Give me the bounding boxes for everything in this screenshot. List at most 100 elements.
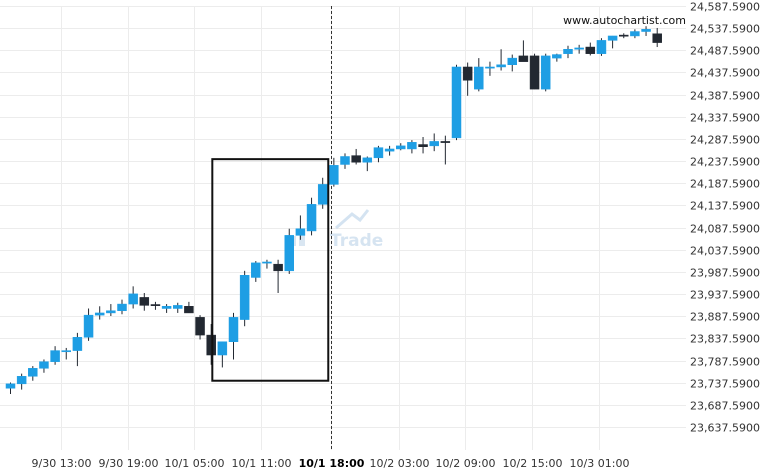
candle: [507, 54, 517, 72]
candle: [462, 62, 473, 96]
candle-body-bearish: [273, 263, 283, 272]
candle: [329, 157, 339, 187]
candle-body-bullish: [641, 29, 651, 32]
candle-body-bullish: [507, 57, 517, 66]
x-axis-labels: 9/30 13:00 9/30 19:00 10/1 05:00 10/1 11:00…: [32, 457, 630, 470]
candle-body-bullish: [563, 48, 573, 54]
candle-body-bearish: [462, 66, 473, 81]
candle: [228, 312, 239, 360]
candle-body-bullish: [161, 306, 172, 309]
x-tick-label: 10/1 11:00: [232, 457, 292, 470]
x-tick-label: 10/3 01:00: [570, 457, 630, 470]
candle-body-bullish: [117, 303, 127, 311]
y-tick-label: 24,137.5900: [690, 200, 760, 213]
candle-body-bullish: [540, 55, 551, 90]
candle-body-bearish: [195, 317, 205, 336]
candle: [607, 35, 618, 49]
candle: [28, 366, 38, 381]
candle-body-bullish: [217, 341, 228, 356]
candle-body-bullish: [630, 31, 640, 37]
candle-body-bearish: [184, 306, 194, 314]
y-tick-label: 23,687.5900: [690, 400, 760, 413]
candle-body-bullish: [340, 156, 350, 165]
candle: [262, 259, 272, 269]
candle: [128, 286, 138, 309]
candle: [351, 148, 361, 165]
candle-body-bullish: [284, 235, 294, 272]
y-tick-label: 24,037.5900: [690, 245, 760, 258]
candle: [440, 135, 451, 165]
candle: [239, 270, 250, 327]
candle-body-bullish: [574, 47, 584, 50]
candle: [429, 133, 439, 152]
x-tick-label: 9/30 13:00: [32, 457, 92, 470]
y-tick-label: 24,437.5900: [690, 67, 760, 80]
y-tick-label: 24,337.5900: [690, 112, 760, 125]
candle: [563, 45, 573, 59]
candle-body-bullish: [228, 317, 239, 342]
candle: [540, 53, 551, 92]
candle: [16, 373, 27, 390]
y-axis-labels: 24,587.5900 24,537.5900 24,487.5900 24,437.…: [690, 1, 760, 435]
candle-body-bullish: [72, 337, 83, 351]
candle: [340, 153, 350, 169]
candle-body-bullish: [474, 66, 484, 90]
candle-body-bullish: [451, 66, 462, 139]
y-tick-label: 23,987.5900: [690, 267, 760, 280]
y-tick-label: 23,637.5900: [690, 422, 760, 435]
candle-body-bullish: [83, 314, 94, 338]
candle: [451, 64, 462, 141]
candle: [217, 341, 228, 368]
candle: [206, 324, 216, 365]
candle-body-bearish: [652, 33, 662, 43]
y-tick-label: 23,837.5900: [690, 333, 760, 346]
y-tick-label: 24,387.5900: [690, 90, 760, 103]
candle: [273, 259, 283, 293]
watermark-arrow-icon: [335, 209, 370, 230]
candle: [150, 301, 161, 310]
candle: [94, 306, 105, 320]
candle: [529, 53, 540, 90]
candle: [317, 177, 328, 209]
candle: [585, 42, 596, 56]
candle-body-bearish: [418, 144, 428, 147]
candle: [161, 304, 172, 313]
candle-body-bullish: [251, 262, 261, 278]
y-tick-label: 24,537.5900: [690, 23, 760, 36]
candle: [552, 53, 562, 62]
x-tick-label: 10/1 18:00: [299, 457, 365, 470]
y-tick-label: 24,087.5900: [690, 223, 760, 236]
candle-body-bullish: [239, 275, 250, 320]
candle: [295, 215, 306, 240]
candle: [384, 145, 395, 156]
x-tick-label: 10/2 09:00: [436, 457, 496, 470]
source-label: www.autochartist.com: [563, 14, 686, 27]
candle-body-bearish: [139, 297, 150, 306]
y-tick-label: 24,587.5900: [690, 1, 760, 14]
candle: [630, 29, 640, 39]
x-tick-label: 10/1 05:00: [165, 457, 225, 470]
candle-body-bullish: [28, 368, 38, 377]
candle: [407, 140, 417, 154]
candle-body-bullish: [496, 64, 506, 68]
candle-body-bullish: [596, 40, 607, 54]
candle: [574, 44, 584, 54]
candle: [39, 359, 49, 373]
candle: [596, 38, 607, 56]
y-tick-label: 23,937.5900: [690, 289, 760, 302]
candle-body-bullish: [396, 145, 406, 150]
watermark-text: Trade: [330, 231, 383, 251]
y-tick-label: 23,737.5900: [690, 378, 760, 391]
candle-body-bearish: [518, 55, 529, 62]
grid-lines: [0, 6, 686, 450]
candle: [117, 299, 127, 315]
candle-body-bullish: [39, 361, 49, 369]
y-tick-label: 24,287.5900: [690, 134, 760, 147]
candle-body-bullish: [317, 184, 328, 205]
candle: [362, 156, 373, 172]
candle-body-bearish: [585, 46, 596, 54]
candle: [474, 58, 484, 92]
candle-body-bullish: [362, 157, 373, 163]
candle-body-bullish: [306, 204, 317, 232]
candle-body-bullish: [373, 147, 384, 159]
